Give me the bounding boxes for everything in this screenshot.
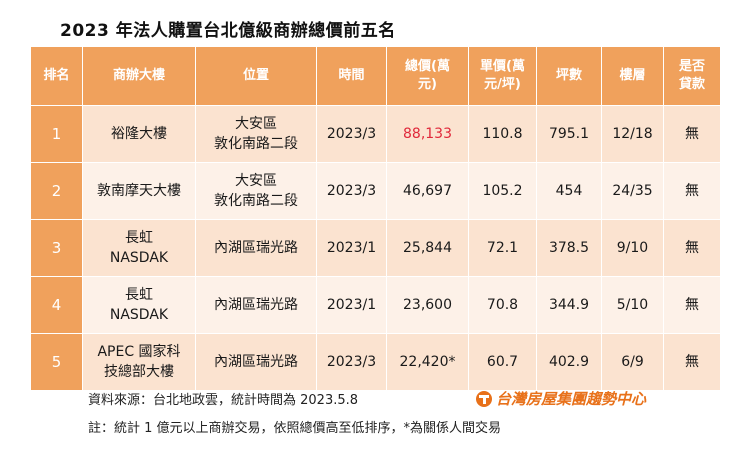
rank-cell: 5 xyxy=(30,333,83,391)
header-time: 時間 xyxy=(316,46,387,106)
unit-price-cell: 60.7 xyxy=(468,333,537,391)
area-cell: 402.9 xyxy=(536,333,602,391)
brand-name: 台灣房屋集團趨勢中心 xyxy=(496,390,647,408)
rank-cell: 2 xyxy=(30,162,83,220)
time-cell: 2023/3 xyxy=(316,162,387,220)
total-price-cell: 23,600 xyxy=(386,276,469,334)
building-name-line1: APEC 國家科 xyxy=(97,344,181,360)
building-cell: 長虹 NASDAK xyxy=(82,219,196,277)
header-location: 位置 xyxy=(195,46,317,106)
unit-price-cell: 105.2 xyxy=(468,162,537,220)
loan-cell: 無 xyxy=(663,105,721,163)
location-road: 敦化南路二段 xyxy=(214,193,298,209)
location-cell: 內湖區瑞光路 xyxy=(195,276,317,334)
floor-cell: 5/10 xyxy=(601,276,664,334)
loan-cell: 無 xyxy=(663,162,721,220)
building-name-line1: 長虹 xyxy=(125,230,153,246)
loan-cell: 無 xyxy=(663,276,721,334)
area-cell: 344.9 xyxy=(536,276,602,334)
header-total-price: 總價(萬元) xyxy=(386,46,469,106)
building-name-line1: 長虹 xyxy=(125,287,153,303)
footnote: 註：統計 1 億元以上商辦交易，依照總價高至低排序，*為關係人間交易 xyxy=(88,421,502,436)
header-rank: 排名 xyxy=(30,46,83,106)
table-row: 2 敦南摩天大樓 大安區 敦化南路二段 2023/3 46,697 105.2 … xyxy=(30,162,721,220)
location-district: 大安區 xyxy=(235,116,277,132)
rank-cell: 4 xyxy=(30,276,83,334)
header-area: 坪數 xyxy=(536,46,602,106)
loan-cell: 無 xyxy=(663,219,721,277)
building-cell: 長虹 NASDAK xyxy=(82,276,196,334)
building-name-line2: NASDAK xyxy=(109,307,169,323)
location-cell: 大安區 敦化南路二段 xyxy=(195,162,317,220)
header-floor: 樓層 xyxy=(601,46,664,106)
total-price-cell: 46,697 xyxy=(386,162,469,220)
total-price-cell: 88,133 xyxy=(386,105,469,163)
table-row: 3 長虹 NASDAK 內湖區瑞光路 2023/1 25,844 72.1 37… xyxy=(30,219,721,277)
floor-cell: 24/35 xyxy=(601,162,664,220)
building-cell: 裕隆大樓 xyxy=(82,105,196,163)
building-cell: APEC 國家科 技總部大樓 xyxy=(82,333,196,391)
rank-cell: 3 xyxy=(30,219,83,277)
building-name-line2: NASDAK xyxy=(109,250,169,266)
time-cell: 2023/3 xyxy=(316,333,387,391)
time-cell: 2023/1 xyxy=(316,276,387,334)
unit-price-cell: 110.8 xyxy=(468,105,537,163)
unit-price-cell: 70.8 xyxy=(468,276,537,334)
total-price-cell: 22,420* xyxy=(386,333,469,391)
table-header-row: 排名 商辦大樓 位置 時間 總價(萬元) 單價(萬元/坪) 坪數 樓層 是否貸款 xyxy=(30,46,721,106)
area-cell: 795.1 xyxy=(536,105,602,163)
unit-price-cell: 72.1 xyxy=(468,219,537,277)
location-district: 大安區 xyxy=(235,173,277,189)
total-price-cell: 25,844 xyxy=(386,219,469,277)
table-row: 5 APEC 國家科 技總部大樓 內湖區瑞光路 2023/3 22,420* 6… xyxy=(30,333,721,391)
floor-cell: 12/18 xyxy=(601,105,664,163)
table-row: 1 裕隆大樓 大安區 敦化南路二段 2023/3 88,133 110.8 79… xyxy=(30,105,721,163)
header-loan: 是否貸款 xyxy=(663,46,721,106)
time-cell: 2023/3 xyxy=(316,105,387,163)
location-cell: 內湖區瑞光路 xyxy=(195,333,317,391)
area-cell: 378.5 xyxy=(536,219,602,277)
floor-cell: 6/9 xyxy=(601,333,664,391)
rank-cell: 1 xyxy=(30,105,83,163)
page-title: 2023 年法人購置台北億級商辦總價前五名 xyxy=(60,21,396,41)
brand-logo: 台灣房屋集團趨勢中心 xyxy=(476,388,646,409)
time-cell: 2023/1 xyxy=(316,219,387,277)
floor-cell: 9/10 xyxy=(601,219,664,277)
header-building: 商辦大樓 xyxy=(82,46,196,106)
location-cell: 大安區 敦化南路二段 xyxy=(195,105,317,163)
ranking-table: 排名 商辦大樓 位置 時間 總價(萬元) 單價(萬元/坪) 坪數 樓層 是否貸款… xyxy=(30,46,721,391)
building-cell: 敦南摩天大樓 xyxy=(82,162,196,220)
loan-cell: 無 xyxy=(663,333,721,391)
area-cell: 454 xyxy=(536,162,602,220)
location-cell: 內湖區瑞光路 xyxy=(195,219,317,277)
location-road: 敦化南路二段 xyxy=(214,136,298,152)
highlighted-total-price: 88,133 xyxy=(403,126,452,142)
building-name-line2: 技總部大樓 xyxy=(104,364,174,380)
table-row: 4 長虹 NASDAK 內湖區瑞光路 2023/1 23,600 70.8 34… xyxy=(30,276,721,334)
header-unit-price: 單價(萬元/坪) xyxy=(468,46,537,106)
source-note: 資料來源：台北地政雲，統計時間為 2023.5.8 xyxy=(88,393,359,408)
brand-mark-icon xyxy=(476,390,492,407)
